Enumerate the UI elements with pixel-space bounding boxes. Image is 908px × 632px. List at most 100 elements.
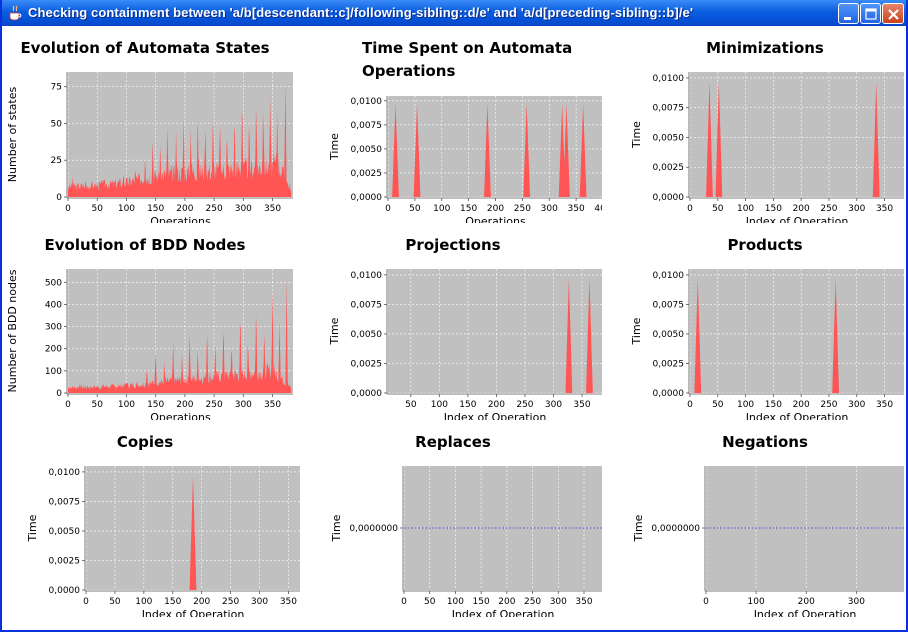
y-tick-label: 0,0025 [351,359,383,369]
series-spike [872,81,880,197]
x-tick-label: 100 [447,597,464,607]
chart-panel-minimizations: Minimizations 0 50 100 150 200 250 300 350 0,0000… [606,26,904,223]
x-tick-label: 200 [487,204,504,214]
series-spike [558,103,566,197]
x-tick-label: 0 [65,400,71,410]
minimize-button[interactable] [838,3,859,24]
x-tick-label: 300 [848,204,865,214]
x-tick-label: 200 [176,204,193,214]
x-axis-label: Index of Operation [142,608,245,617]
y-axis-label: Time [26,514,39,542]
x-tick-label: 300 [251,597,268,607]
x-tick-label: 150 [765,400,782,410]
series-spike [523,103,531,197]
chart-panel-negations: Negations 0 100 200 300 0,0000000 Index of Ope… [606,420,904,617]
series-spike [563,103,570,197]
window-title: Checking containment between 'a/b[descen… [28,5,694,20]
x-tick-label: 250 [820,204,837,214]
maximize-button[interactable] [860,3,881,24]
x-tick-label: 150 [164,597,181,607]
x-tick-label: 50 [712,400,724,410]
chart-title: Minimizations [706,39,824,57]
minimize-icon [844,17,851,20]
chart-panel-replaces: Replaces 0 50 100 150 200 250 300 350 0,0000000 In… [304,420,602,617]
x-tick-label: 350 [264,204,281,214]
chart-title: Replaces [415,433,491,451]
chart-svg: Copies 0 50 100 150 200 250 300 350 0,0000 0,0025 0… [26,433,300,617]
x-tick-label: 100 [118,400,135,410]
x-tick-label: 350 [264,400,281,410]
y-tick-label: 200 [45,345,62,355]
title-bar[interactable]: Checking containment between 'a/b[descen… [2,0,906,26]
y-tick-label: 0,0050 [653,330,685,340]
x-tick-label: 100 [135,597,152,607]
x-tick-label: 200 [798,597,815,607]
y-tick-label: 75 [51,83,62,93]
x-tick-label: 300 [848,597,865,607]
x-tick-label: 50 [409,204,421,214]
x-tick-label: 250 [206,400,223,410]
y-tick-label: 0,0000 [351,389,383,399]
close-icon [888,9,899,20]
y-tick-label: 0,0050 [653,133,685,143]
x-tick-label: 50 [712,204,724,214]
x-axis-label: Index of Operation [746,411,849,420]
x-tick-label: 50 [109,597,121,607]
x-tick-label: 100 [737,400,754,410]
y-axis-label: Time [632,514,645,542]
plot-area [388,96,602,197]
x-tick-label: 250 [820,400,837,410]
x-tick-label: 0 [65,204,71,214]
x-tick-label: 250 [516,400,533,410]
series-spike [832,278,840,393]
x-tick-label: 200 [793,204,810,214]
chart-panel-products: Products 0 50 100 150 200 250 300 350 0,0000 0,002… [606,223,904,420]
y-tick-label: 0,0075 [351,121,383,131]
x-tick-label: 100 [748,597,765,607]
y-tick-label: 50 [51,119,63,129]
x-tick-label: 0 [687,204,693,214]
x-tick-label: 300 [541,204,558,214]
series-spike [586,278,593,393]
maximize-icon [865,8,877,20]
series-spike [706,81,713,197]
y-axis-label: Time [630,317,643,345]
x-tick-label: 0 [687,400,693,410]
y-tick-label: 0,0025 [653,359,685,369]
x-tick-label: 100 [737,204,754,214]
chart-title-line2: Operations [362,62,455,80]
plot-area [690,269,904,393]
x-tick-label: 300 [235,400,252,410]
x-tick-label: 150 [147,204,164,214]
y-tick-label: 0,0050 [49,527,81,537]
x-tick-label: 200 [193,597,210,607]
y-tick-label: 0 [56,389,62,399]
x-tick-label: 350 [876,204,893,214]
y-tick-label: 0 [56,193,62,203]
x-tick-label: 50 [91,204,103,214]
x-axis-label: Index of Operation [746,215,849,223]
y-tick-label: 25 [51,156,62,166]
series-spike [715,81,723,197]
y-tick-label: 0,0000 [653,193,685,203]
chart-svg: Projections 50 100 150 200 250 300 350 0,0000 0,0… [328,236,602,420]
x-tick-label: 300 [550,597,567,607]
chart-panel-bdd-nodes: Evolution of BDD Nodes 0 50 100 150 200 250 300… [2,223,300,420]
series-area [68,280,292,393]
y-tick-label: 0,0075 [653,104,685,114]
y-axis-label: Number of states [6,87,19,183]
chart-title: Evolution of BDD Nodes [45,236,246,254]
y-axis-label: Time [328,133,341,161]
chart-svg: Evolution of Automata States 0 50 100 150 200… [6,39,293,223]
close-button[interactable] [882,3,904,24]
series-spike [565,278,573,393]
y-tick-label: 0,0100 [653,271,685,281]
x-tick-label: 0 [401,597,407,607]
x-tick-label: 0 [83,597,89,607]
x-tick-label: 100 [433,204,450,214]
chart-svg: Replaces 0 50 100 150 200 250 300 350 0,0000000 In… [330,433,602,617]
x-tick-label: 100 [118,204,135,214]
x-tick-label: 250 [222,597,239,607]
java-cup-icon [9,5,22,21]
x-tick-label: 300 [848,400,865,410]
